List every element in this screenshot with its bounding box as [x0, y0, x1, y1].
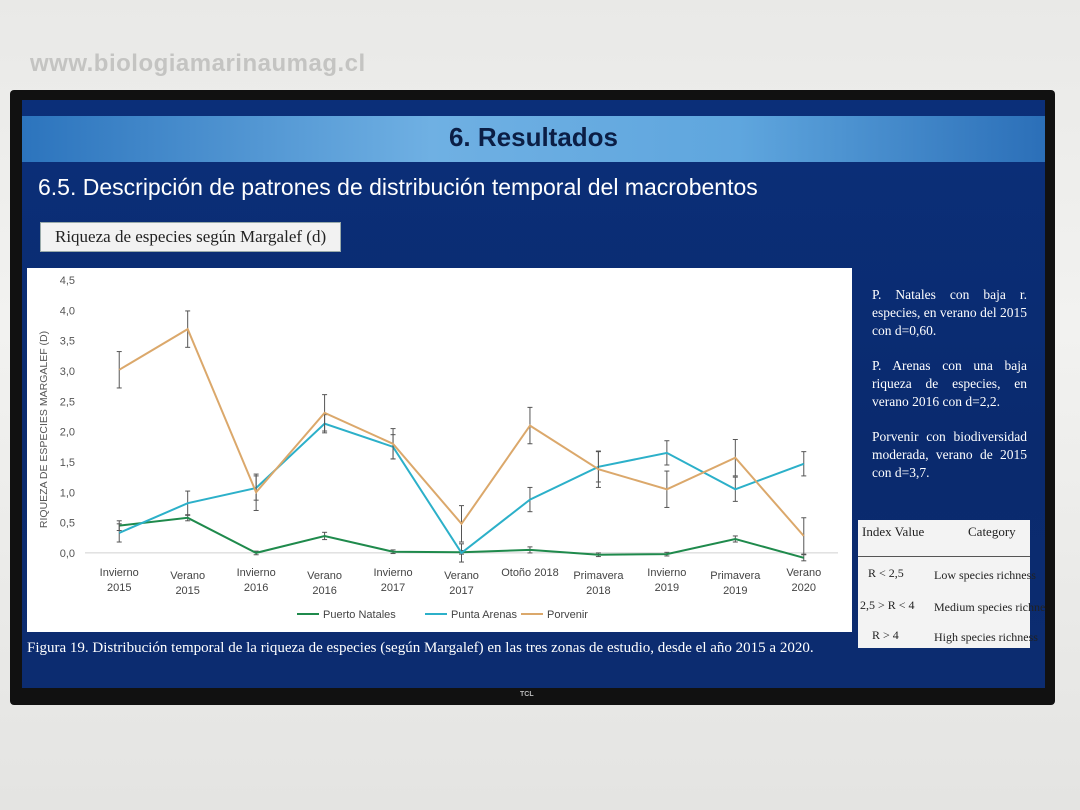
y-tick-label: 3,5: [60, 336, 75, 348]
note: P. Arenas con una baja riqueza de especi…: [872, 358, 1027, 409]
x-tick-label: Verano 2020: [786, 567, 821, 594]
table-cell: R < 2,5: [868, 566, 904, 580]
x-tick-label: Verano 2017: [444, 570, 479, 597]
table-cell: 2,5 > R < 4: [860, 598, 915, 612]
watermark: www.biologiamarinaumag.cl: [30, 50, 366, 77]
y-tick-label: 4,0: [60, 305, 75, 317]
slide-subtitle: 6.5. Descripción de patrones de distribu…: [38, 174, 758, 200]
header-bar: [22, 116, 1045, 162]
x-tick-label: Invierno 2019: [647, 567, 686, 594]
y-axis-label: RIQUEZA DE ESPECIES MARGALEF (D): [38, 331, 50, 528]
x-tick-label: Otoño 2018: [501, 567, 559, 579]
chart: RIQUEZA DE ESPECIES MARGALEF (D) 0,0 0,5 1,…: [38, 275, 838, 621]
legend-label: Punta Arenas: [451, 609, 518, 621]
x-tick-label: Verano 2015: [170, 570, 205, 597]
note: Porvenir con biodiversidad moderada, ver…: [872, 429, 1027, 480]
table-header: Index Value: [862, 524, 925, 539]
note: P. Natales con baja r. especies, en vera…: [872, 287, 1027, 338]
legend-label: Porvenir: [547, 609, 588, 621]
x-tick-label: Invierno 2016: [237, 567, 276, 594]
y-tick-label: 2,0: [60, 427, 75, 439]
index-table: Index Value Category R < 2,5 Low species…: [858, 520, 1045, 648]
series-line: [118, 327, 805, 537]
section-label: Riqueza de especies según Margalef (d): [40, 222, 342, 252]
y-tick-label: 0,0: [60, 548, 75, 560]
y-tick-label: 0,5: [60, 518, 75, 530]
y-tick-label: 3,0: [60, 366, 75, 378]
table-header: Category: [968, 524, 1016, 539]
series-line: [118, 422, 805, 555]
table-cell: Medium species richness: [934, 600, 1045, 614]
x-tick-label: Invierno 2017: [373, 567, 412, 594]
slide-title: 6. Resultados: [448, 122, 619, 152]
y-tick-label: 1,5: [60, 457, 75, 469]
legend-label: Puerto Natales: [323, 609, 396, 621]
slide: 6. Resultados 6.5. Descripción de patron…: [22, 100, 1045, 688]
table-rule: [858, 556, 1030, 557]
x-tick-label: Invierno 2015: [100, 567, 139, 594]
table-cell: High species richness: [934, 630, 1038, 644]
figure-caption: Figura 19. Distribución temporal de la r…: [27, 640, 814, 656]
x-tick-label: Verano 2016: [307, 570, 342, 597]
y-tick-label: 2,5: [60, 396, 75, 408]
x-tick-label: Primavera 2018: [573, 570, 624, 597]
y-tick-label: 4,5: [60, 275, 75, 287]
chart-panel: RIQUEZA DE ESPECIES MARGALEF (D) 0,0 0,5 1,…: [27, 268, 852, 632]
table-cell: R > 4: [872, 628, 899, 642]
table-cell: Low species richness: [934, 568, 1036, 582]
tv-brand: TCL: [520, 691, 534, 698]
y-tick-label: 1,0: [60, 487, 75, 499]
x-tick-label: Primavera 2019: [710, 570, 761, 597]
